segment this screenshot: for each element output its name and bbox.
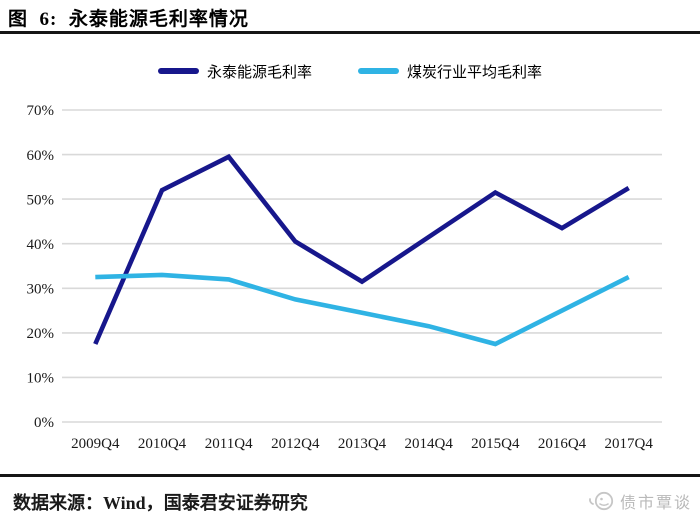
title-divider [0, 31, 700, 34]
y-tick-label: 70% [27, 103, 55, 119]
x-tick-label: 2017Q4 [605, 436, 654, 452]
y-tick-label: 10% [27, 371, 55, 387]
y-tick-label: 20% [27, 326, 55, 342]
x-tick-label: 2011Q4 [205, 436, 253, 452]
chart-legend: 永泰能源毛利率 煤炭行业平均毛利率 [0, 59, 700, 83]
x-tick-label: 2012Q4 [271, 436, 320, 452]
series2-color-swatch [358, 68, 399, 74]
series1-color-swatch [157, 68, 199, 74]
data-source-note: 数据来源：Wind，国泰君安证券研究 [13, 493, 308, 513]
brand-watermark: 债市覃谈 [588, 489, 692, 513]
x-tick-label: 2014Q4 [405, 436, 454, 452]
legend-item-yongtai: 永泰能源毛利率 [157, 61, 312, 82]
legend-item-coal-industry: 煤炭行业平均毛利率 [358, 61, 542, 82]
x-tick-label: 2016Q4 [538, 436, 587, 452]
x-tick-label: 2009Q4 [71, 436, 120, 452]
y-tick-label: 50% [27, 192, 55, 208]
y-tick-label: 40% [27, 237, 55, 253]
line-chart-plot-area: 0% 10% 20% 30% 40% 50% 60% 70% 2009Q4 2010Q4 2011Q… [27, 103, 662, 452]
series-line-1 [93, 153, 630, 345]
footer-divider [0, 474, 700, 477]
figure-title: 图 6: 永泰能源毛利率情况 [8, 9, 249, 30]
x-tick-label: 2010Q4 [138, 436, 187, 452]
y-tick-label: 30% [27, 282, 55, 298]
brand-name: 债市覃谈 [619, 495, 692, 512]
legend-label-series2: 煤炭行业平均毛利率 [407, 64, 543, 81]
series-line-2 [95, 272, 630, 347]
y-tick-label: 60% [27, 148, 55, 164]
legend-label-series1: 永泰能源毛利率 [206, 64, 312, 81]
x-tick-label: 2015Q4 [471, 436, 520, 452]
x-tick-label: 2013Q4 [338, 436, 387, 452]
smiley-face-icon [589, 491, 614, 511]
y-tick-label: 0% [34, 415, 54, 431]
